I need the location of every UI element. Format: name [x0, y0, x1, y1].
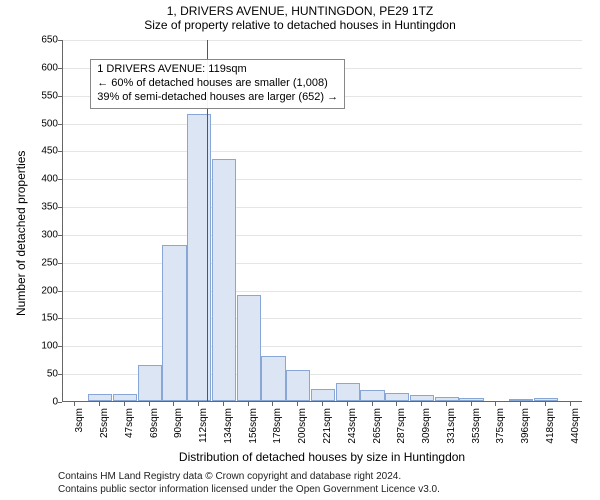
x-tick-label: 309sqm [421, 408, 432, 444]
x-tick-mark [99, 402, 100, 406]
x-tick-mark [272, 402, 273, 406]
x-tick-label: 221sqm [322, 408, 333, 444]
y-tick-label: 50 [4, 369, 58, 380]
histogram-bar [113, 394, 137, 401]
gridline [63, 318, 582, 319]
y-tick-label: 350 [4, 202, 58, 213]
histogram-bar [509, 399, 533, 401]
histogram-bar [162, 245, 186, 401]
x-tick-mark [495, 402, 496, 406]
histogram-bar [435, 397, 459, 401]
gridline [63, 207, 582, 208]
x-tick-label: 25sqm [99, 408, 110, 438]
histogram-bar [534, 398, 558, 401]
footer-attribution: Contains HM Land Registry data © Crown c… [58, 470, 440, 496]
y-tick-label: 550 [4, 90, 58, 101]
x-tick-label: 112sqm [198, 408, 209, 443]
histogram-bar [360, 390, 384, 401]
x-tick-label: 200sqm [297, 408, 308, 444]
x-tick-label: 90sqm [173, 408, 184, 438]
x-tick-label: 243sqm [347, 408, 358, 444]
x-tick-label: 3sqm [74, 408, 85, 432]
annotation-line: 39% of semi-detached houses are larger (… [97, 91, 338, 105]
x-tick-label: 47sqm [124, 408, 135, 438]
annotation-line: 1 DRIVERS AVENUE: 119sqm [97, 63, 338, 77]
y-tick-label: 300 [4, 229, 58, 240]
histogram-bar [261, 356, 285, 401]
histogram-bar [410, 395, 434, 401]
y-tick-label: 500 [4, 118, 58, 129]
y-tick-label: 400 [4, 174, 58, 185]
x-tick-mark [372, 402, 373, 406]
gridline [63, 235, 582, 236]
gridline [63, 179, 582, 180]
y-tick-area: 050100150200250300350400450500550600650 [0, 40, 62, 402]
y-tick-label: 0 [4, 397, 58, 408]
x-axis-label: Distribution of detached houses by size … [62, 450, 582, 464]
annotation-box: 1 DRIVERS AVENUE: 119sqm← 60% of detache… [90, 59, 345, 108]
x-tick-label: 375sqm [495, 408, 506, 444]
x-tick-label: 418sqm [545, 408, 556, 444]
gridline [63, 124, 582, 125]
gridline [63, 291, 582, 292]
x-tick-label: 134sqm [223, 408, 234, 444]
x-tick-mark [446, 402, 447, 406]
x-tick-mark [570, 402, 571, 406]
x-tick-mark [545, 402, 546, 406]
x-tick-mark [297, 402, 298, 406]
chart-title-block: 1, DRIVERS AVENUE, HUNTINGDON, PE29 1TZ … [0, 4, 600, 33]
footer-line-2: Contains public sector information licen… [58, 483, 440, 496]
y-tick-label: 100 [4, 341, 58, 352]
x-tick-label: 331sqm [446, 408, 457, 444]
x-tick-label: 440sqm [570, 408, 581, 444]
plot-area: 1 DRIVERS AVENUE: 119sqm← 60% of detache… [62, 40, 582, 402]
y-tick-label: 650 [4, 35, 58, 46]
x-tick-mark [248, 402, 249, 406]
histogram-bar [385, 393, 409, 401]
x-tick-label: 287sqm [396, 408, 407, 444]
x-tick-mark [421, 402, 422, 406]
x-tick-mark [149, 402, 150, 406]
x-tick-label: 156sqm [248, 408, 259, 444]
x-tick-mark [520, 402, 521, 406]
histogram-bar [212, 159, 236, 401]
y-tick-label: 600 [4, 62, 58, 73]
x-tick-label: 178sqm [272, 408, 283, 444]
y-tick-label: 200 [4, 285, 58, 296]
gridline [63, 263, 582, 264]
x-tick-mark [223, 402, 224, 406]
y-tick-label: 450 [4, 146, 58, 157]
chart-container: 1, DRIVERS AVENUE, HUNTINGDON, PE29 1TZ … [0, 0, 600, 500]
gridline [63, 346, 582, 347]
x-tick-mark [74, 402, 75, 406]
x-tick-label: 396sqm [520, 408, 531, 444]
x-tick-mark [124, 402, 125, 406]
title-line-2: Size of property relative to detached ho… [0, 18, 600, 32]
histogram-bar [459, 398, 483, 401]
x-tick-mark [396, 402, 397, 406]
gridline [63, 151, 582, 152]
histogram-bar [88, 394, 112, 401]
x-tick-label: 265sqm [372, 408, 383, 444]
histogram-bar [237, 295, 261, 401]
histogram-bar [336, 383, 360, 401]
x-tick-label: 353sqm [471, 408, 482, 444]
footer-line-1: Contains HM Land Registry data © Crown c… [58, 470, 440, 483]
x-tick-mark [322, 402, 323, 406]
annotation-line: ← 60% of detached houses are smaller (1,… [97, 77, 338, 91]
gridline [63, 40, 582, 41]
x-tick-mark [471, 402, 472, 406]
y-tick-label: 150 [4, 313, 58, 324]
histogram-bar [138, 365, 162, 401]
histogram-bar [286, 370, 310, 401]
histogram-bar [187, 114, 211, 401]
x-tick-mark [173, 402, 174, 406]
x-tick-mark [347, 402, 348, 406]
title-line-1: 1, DRIVERS AVENUE, HUNTINGDON, PE29 1TZ [0, 4, 600, 18]
x-tick-label: 69sqm [149, 408, 160, 438]
y-tick-label: 250 [4, 257, 58, 268]
x-tick-mark [198, 402, 199, 406]
histogram-bar [311, 389, 335, 401]
